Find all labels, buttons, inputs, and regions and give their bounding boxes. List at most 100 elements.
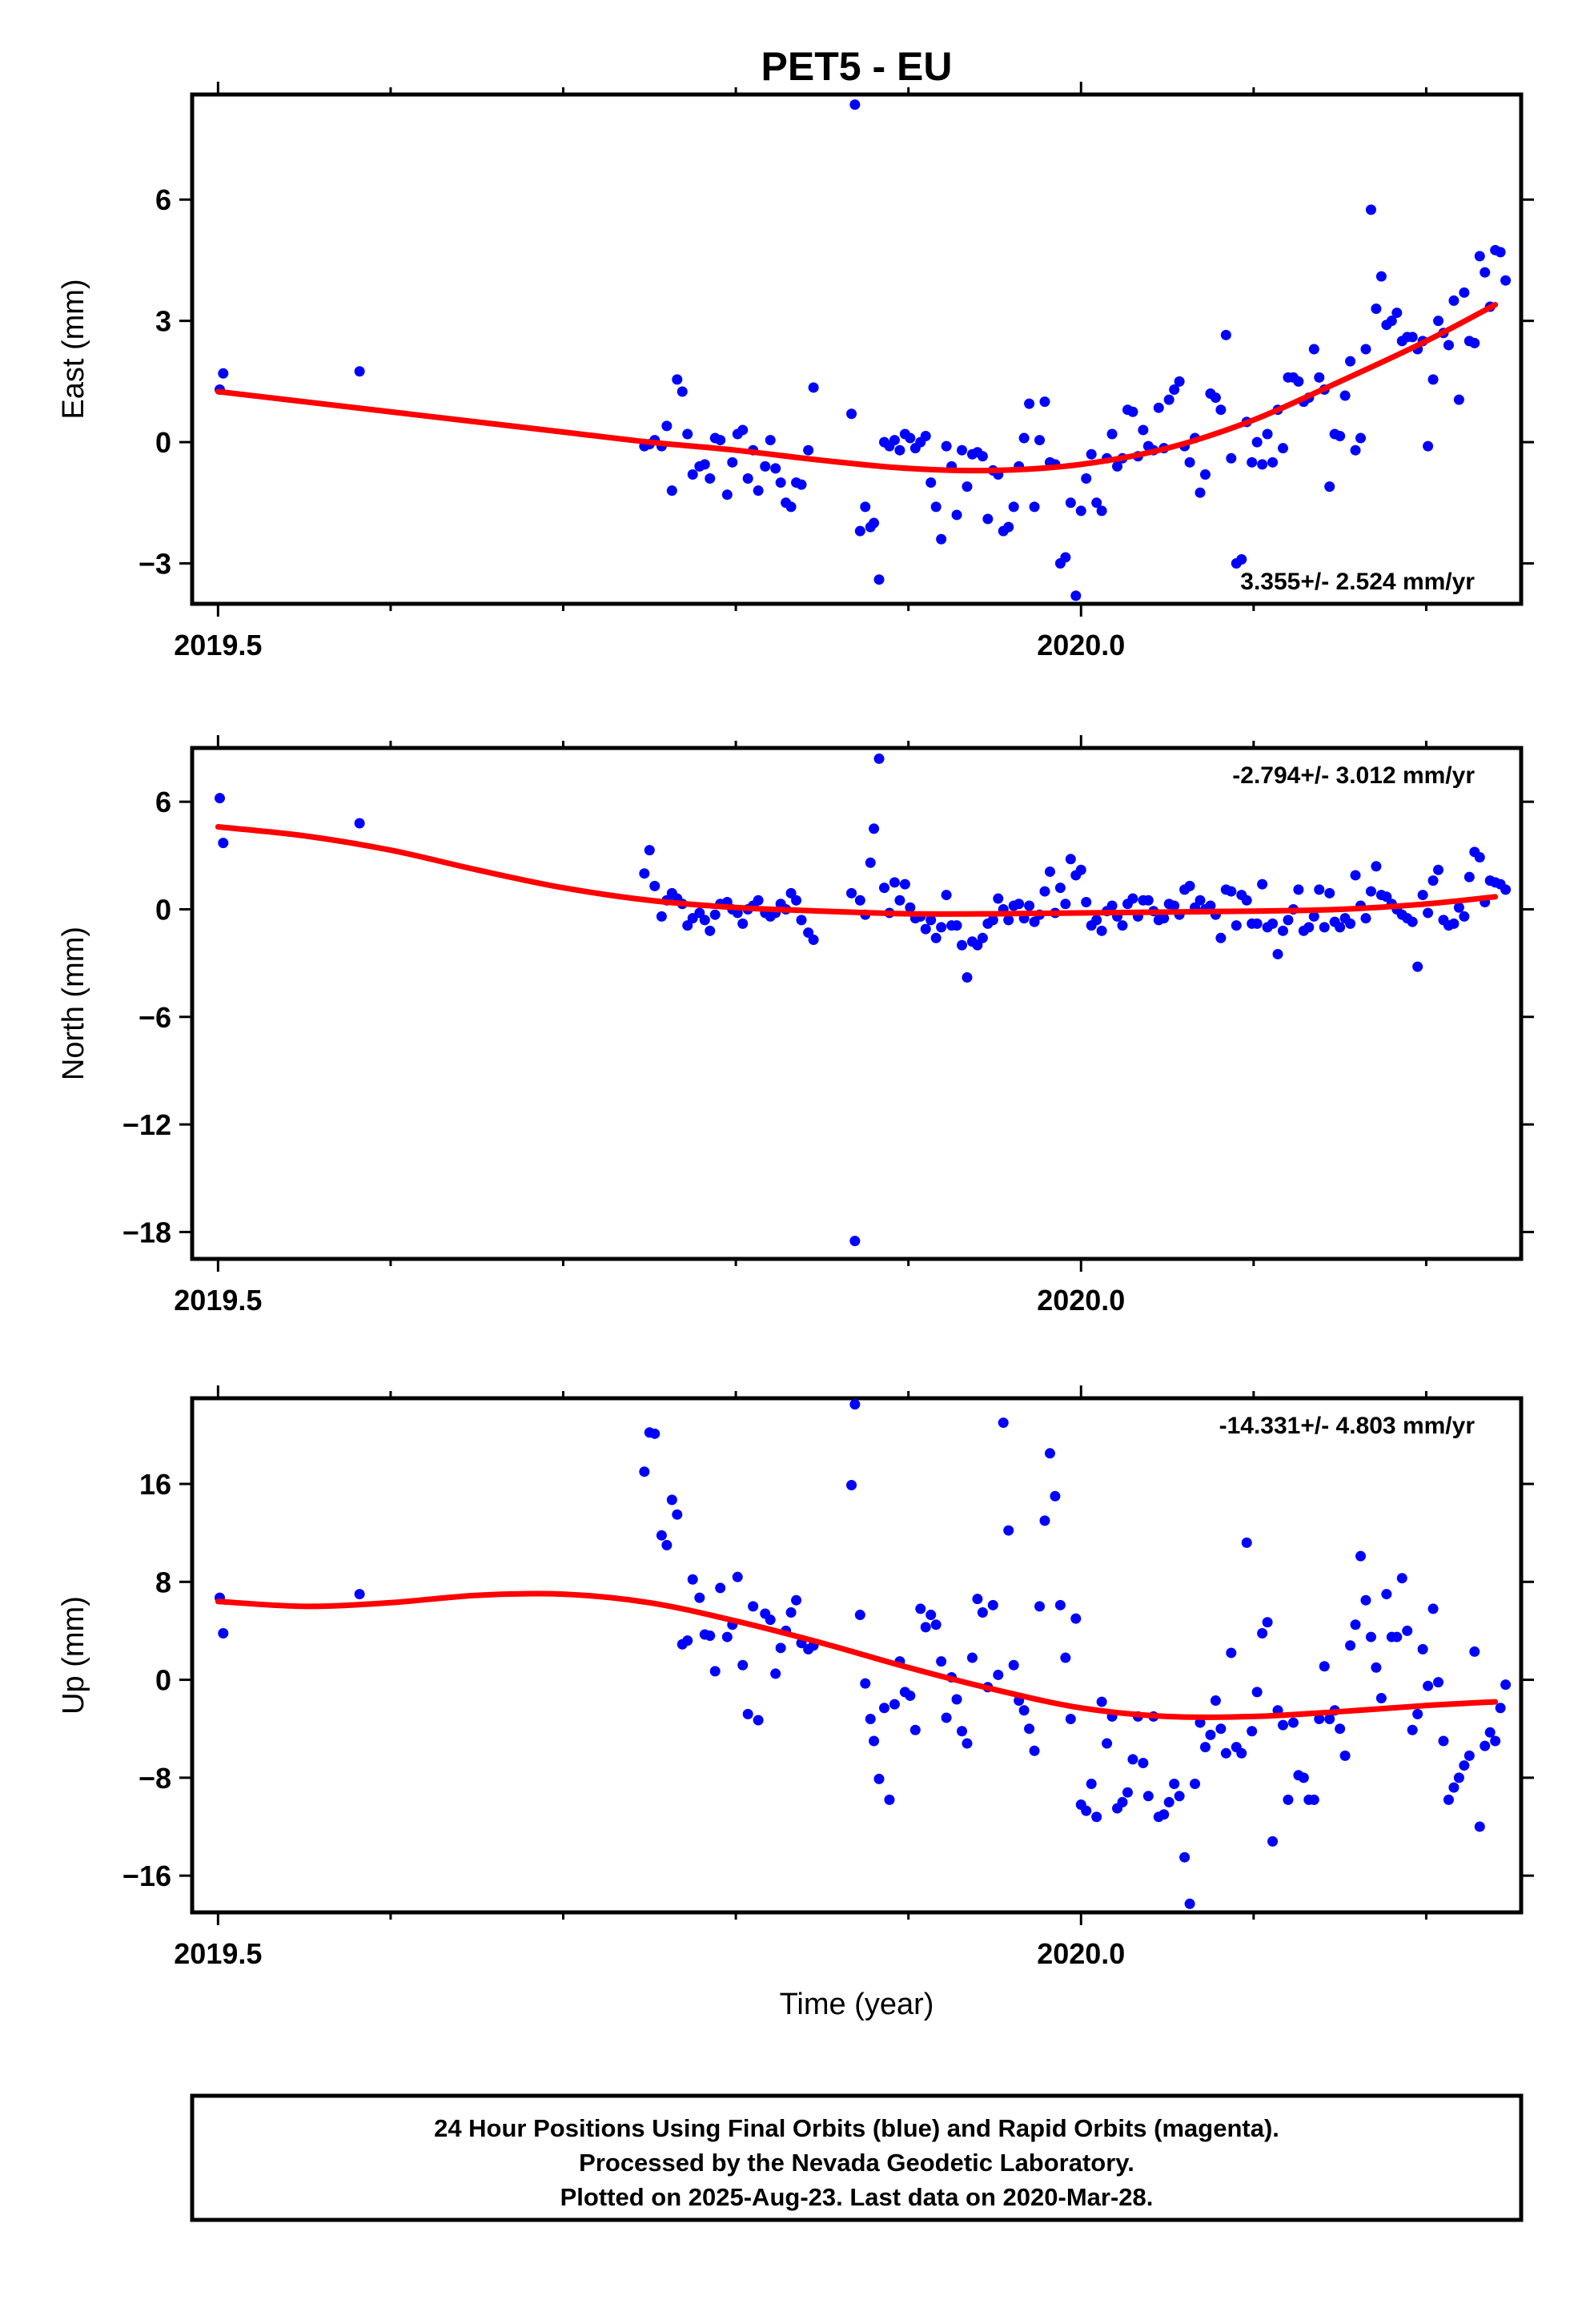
up-data-point — [694, 1592, 705, 1603]
east-data-point — [808, 382, 819, 393]
up-data-point — [1298, 1772, 1309, 1783]
east-data-point — [1474, 251, 1485, 262]
north-y-tick-label: −18 — [122, 1216, 171, 1248]
north-data-point — [1272, 948, 1283, 959]
up-data-point — [1096, 1696, 1107, 1707]
east-data-point — [1174, 376, 1185, 387]
north-data-point — [1417, 890, 1428, 901]
east-data-point — [1314, 372, 1325, 383]
east-data-point — [1220, 329, 1231, 340]
north-fit-line — [215, 824, 1499, 917]
north-data-point — [889, 877, 900, 888]
up-data-point — [748, 1601, 759, 1612]
north-data-point — [1091, 915, 1102, 926]
up-data-point — [1251, 1687, 1263, 1698]
north-y-tick-label: −6 — [139, 1001, 171, 1034]
north-data-point — [869, 823, 880, 834]
up-data-point — [873, 1773, 885, 1784]
east-data-point — [1350, 444, 1361, 456]
north-data-point — [1106, 900, 1118, 911]
north-data-point — [796, 915, 807, 926]
east-data-point — [905, 432, 916, 444]
up-data-point — [941, 1712, 952, 1723]
up-data-point — [854, 1610, 865, 1621]
up-data-point — [1138, 1758, 1149, 1769]
east-data-point — [1127, 406, 1138, 417]
north-data-point — [705, 925, 716, 936]
east-data-point — [742, 473, 753, 485]
north-data-point — [1308, 911, 1319, 922]
north-data-point — [1371, 861, 1382, 872]
north-data-point — [1407, 916, 1418, 927]
east-data-point — [1210, 392, 1221, 404]
north-data-point — [1014, 899, 1025, 910]
north-data-point — [1117, 920, 1128, 931]
north-data-point — [1184, 880, 1195, 891]
east-data-point — [705, 473, 716, 485]
up-data-point — [1308, 1794, 1319, 1805]
north-data-point — [1024, 900, 1035, 911]
north-data-point — [791, 895, 802, 906]
east-data-point — [1459, 287, 1470, 298]
up-data-point — [1283, 1794, 1294, 1805]
east-data-point — [1086, 448, 1097, 460]
east-data-point — [849, 99, 861, 111]
north-data-point — [1464, 871, 1475, 883]
north-data-point — [1350, 870, 1361, 881]
north-data-point — [1158, 913, 1170, 924]
north-data-point — [1381, 891, 1392, 903]
up-data-point — [1412, 1708, 1423, 1719]
north-data-point — [951, 920, 962, 931]
north-data-point — [854, 895, 865, 906]
north-data-point — [1303, 922, 1315, 933]
up-data-point — [639, 1466, 650, 1478]
up-data-point — [753, 1715, 764, 1726]
up-data-point — [715, 1582, 726, 1594]
east-data-point — [962, 481, 973, 493]
east-data-point — [1423, 440, 1434, 452]
north-data-point — [1448, 918, 1460, 929]
up-data-point — [672, 1509, 683, 1520]
up-data-point — [1407, 1724, 1418, 1735]
north-data-point — [846, 887, 857, 899]
east-data-point — [941, 440, 952, 452]
up-data-point — [1205, 1729, 1216, 1740]
north-data-point — [1195, 895, 1206, 906]
north-data-point — [1096, 925, 1107, 936]
up-data-layer — [214, 1399, 1512, 1909]
east-data-point — [1371, 304, 1382, 315]
up-data-point — [1267, 1835, 1279, 1847]
north-data-point — [1081, 897, 1092, 908]
north-data-point — [873, 753, 885, 764]
up-data-point — [1423, 1680, 1434, 1691]
up-data-point — [1443, 1794, 1454, 1805]
up-data-point — [1065, 1713, 1076, 1724]
up-data-point — [218, 1627, 229, 1638]
up-data-point — [1102, 1738, 1113, 1749]
up-data-point — [884, 1794, 895, 1805]
footer-line-1: 24 Hour Positions Using Final Orbits (bl… — [434, 2114, 1279, 2142]
east-panel: −3 0 3 6 2019.5 2020.0 East (mm) 3.355+/- 2.524… — [57, 82, 1534, 661]
east-data-point — [1226, 452, 1237, 464]
up-data-point — [1375, 1693, 1387, 1703]
north-data-point — [977, 932, 988, 943]
up-data-point — [957, 1726, 968, 1737]
footer-box: 24 Hour Positions Using Final Orbits (bl… — [190, 2093, 1524, 2222]
north-panel: −18 −12 −6 0 6 2019.5 2020.0 North (mm) -2.794+/… — [57, 735, 1534, 1317]
up-data-point — [849, 1399, 861, 1410]
up-data-point — [1500, 1679, 1512, 1691]
up-data-point — [1210, 1695, 1221, 1707]
up-data-point — [1024, 1723, 1035, 1735]
up-data-point — [656, 1530, 667, 1541]
up-data-point — [709, 1666, 721, 1677]
east-data-point — [1034, 435, 1046, 446]
up-data-point — [1464, 1750, 1475, 1761]
up-data-point — [1495, 1703, 1506, 1714]
north-data-point — [1314, 884, 1325, 895]
north-data-point — [1127, 893, 1138, 904]
north-data-point — [1277, 925, 1288, 936]
east-data-point — [1106, 428, 1118, 440]
north-data-point — [803, 927, 814, 939]
north-data-point — [354, 818, 365, 829]
east-data-point — [785, 501, 797, 513]
